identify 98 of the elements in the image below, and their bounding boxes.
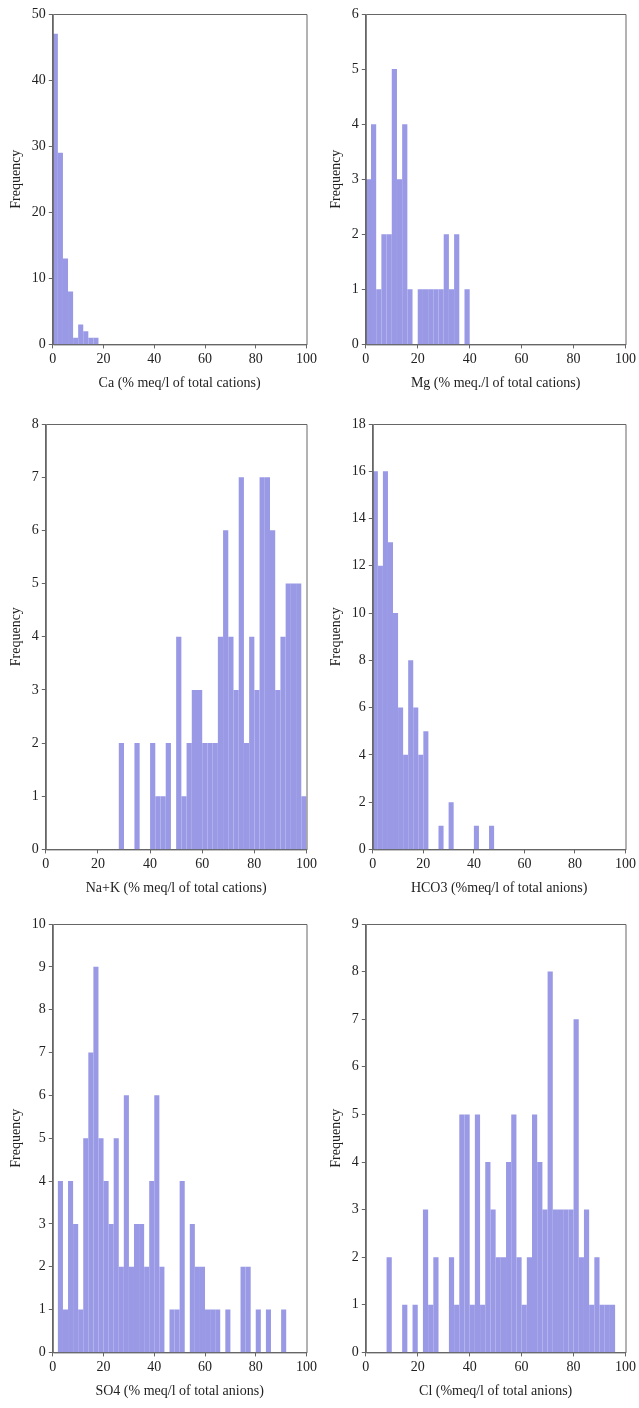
x-tick-label: 100 — [296, 351, 317, 367]
x-tick-label: 40 — [462, 1359, 477, 1375]
x-tick-label: 80 — [566, 1359, 581, 1375]
y-tick-label: 3 — [351, 1201, 359, 1217]
y-tick-label: 10 — [31, 915, 46, 931]
y-tick-label: 4 — [31, 628, 39, 644]
x-tick-label: 40 — [462, 351, 477, 367]
y-tick-label: 6 — [351, 5, 359, 21]
y-tick-label: 30 — [31, 137, 46, 153]
x-axis-title: Ca (% meq/l of total cations) — [98, 375, 262, 392]
x-tick-label: 100 — [615, 351, 636, 367]
x-tick-label: 40 — [147, 1359, 162, 1375]
y-tick-label: 2 — [351, 225, 359, 241]
x-tick-label: 20 — [96, 1359, 111, 1375]
x-tick-label: 0 — [49, 1359, 57, 1375]
y-tick-label: 7 — [38, 1044, 46, 1060]
x-tick-label: 20 — [90, 856, 105, 872]
x-axis-title: Na+K (% meq/l of total cations) — [85, 880, 267, 897]
y-axis-title: Frequency — [328, 1108, 344, 1168]
y-tick-label: 5 — [38, 1129, 46, 1145]
x-tick-label: 100 — [296, 856, 317, 872]
y-tick-label: 1 — [31, 787, 39, 803]
y-tick-label: 2 — [351, 1248, 359, 1264]
y-tick-label: 0 — [38, 336, 46, 352]
x-tick-label: 60 — [195, 856, 210, 872]
y-tick-label: 0 — [351, 336, 359, 352]
y-axis-title: Frequency — [328, 607, 344, 667]
x-tick-label: 60 — [198, 351, 213, 367]
y-tick-label: 16 — [351, 462, 366, 478]
y-axis-title: Frequency — [8, 607, 24, 667]
x-axis-title: Cl (%meq/l of total anions) — [419, 1383, 573, 1400]
x-tick-label: 80 — [566, 351, 581, 367]
x-axis-title: Mg (% meq./l of total cations) — [410, 375, 581, 392]
y-tick-label: 3 — [351, 170, 359, 186]
y-tick-label: 6 — [358, 699, 366, 715]
y-tick-label: 8 — [351, 963, 359, 979]
y-tick-label: 7 — [31, 468, 39, 484]
x-tick-label: 80 — [248, 351, 263, 367]
y-tick-label: 1 — [351, 281, 359, 297]
y-tick-label: 1 — [351, 1296, 359, 1312]
y-tick-label: 4 — [38, 1172, 46, 1188]
x-tick-label: 20 — [416, 856, 431, 872]
x-tick-label: 80 — [248, 1359, 263, 1375]
y-tick-label: 14 — [351, 510, 366, 526]
y-tick-label: 10 — [351, 604, 366, 620]
y-axis-title: Frequency — [8, 1108, 24, 1168]
y-tick-label: 5 — [31, 575, 39, 591]
y-axis-title: Frequency — [8, 149, 24, 209]
y-tick-label: 9 — [38, 958, 46, 974]
y-tick-label: 0 — [38, 1344, 46, 1360]
x-tick-label: 60 — [517, 856, 532, 872]
x-tick-label: 100 — [615, 1359, 636, 1375]
x-tick-label: 0 — [369, 856, 377, 872]
y-tick-label: 50 — [31, 5, 46, 21]
y-tick-label: 0 — [351, 1344, 359, 1360]
y-tick-label: 4 — [351, 1153, 359, 1169]
y-tick-label: 18 — [351, 415, 366, 431]
x-tick-label: 80 — [567, 856, 582, 872]
x-tick-label: 20 — [410, 1359, 425, 1375]
y-tick-label: 2 — [31, 734, 39, 750]
y-tick-label: 0 — [358, 841, 366, 857]
y-tick-label: 4 — [358, 746, 366, 762]
x-tick-label: 20 — [410, 351, 425, 367]
x-tick-label: 60 — [198, 1359, 213, 1375]
x-tick-label: 80 — [247, 856, 262, 872]
y-tick-label: 6 — [38, 1087, 46, 1103]
y-tick-label: 6 — [351, 1058, 359, 1074]
y-tick-label: 10 — [31, 269, 46, 285]
x-tick-label: 40 — [147, 351, 162, 367]
y-tick-label: 8 — [31, 415, 39, 431]
y-tick-label: 6 — [31, 522, 39, 538]
x-tick-label: 100 — [296, 1359, 317, 1375]
y-tick-label: 9 — [351, 915, 359, 931]
y-tick-label: 8 — [38, 1001, 46, 1017]
y-tick-label: 5 — [351, 60, 359, 76]
y-tick-label: 12 — [351, 557, 366, 573]
y-tick-label: 7 — [351, 1010, 359, 1026]
y-tick-label: 5 — [351, 1106, 359, 1122]
x-tick-label: 40 — [466, 856, 481, 872]
y-tick-label: 3 — [38, 1215, 46, 1231]
y-tick-label: 20 — [31, 203, 46, 219]
y-tick-label: 0 — [31, 841, 39, 857]
x-tick-label: 0 — [49, 351, 57, 367]
y-tick-label: 4 — [351, 115, 359, 131]
x-tick-label: 100 — [615, 856, 636, 872]
y-tick-label: 2 — [38, 1258, 46, 1274]
y-tick-label: 2 — [358, 793, 366, 809]
y-tick-label: 1 — [38, 1301, 46, 1317]
x-tick-label: 60 — [514, 1359, 529, 1375]
x-tick-label: 40 — [143, 856, 158, 872]
y-tick-label: 3 — [31, 681, 39, 697]
y-tick-label: 8 — [358, 652, 366, 668]
y-axis-title: Frequency — [328, 149, 344, 209]
y-tick-label: 40 — [31, 71, 46, 87]
x-tick-label: 20 — [96, 351, 111, 367]
x-axis-title: HCO3 (%meq/l of total anions) — [410, 880, 588, 897]
x-axis-title: SO4 (% meq/l of total anions) — [95, 1383, 265, 1400]
x-tick-label: 60 — [514, 351, 529, 367]
